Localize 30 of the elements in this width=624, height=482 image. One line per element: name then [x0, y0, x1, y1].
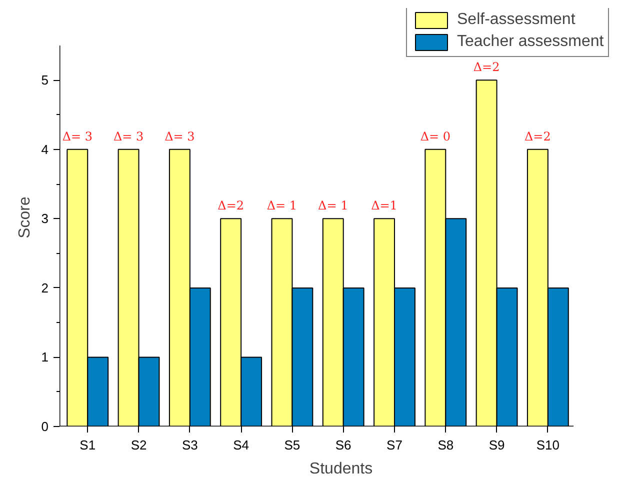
x-tick-label: S5: [284, 438, 300, 452]
annotation: Δ= 3: [62, 129, 92, 144]
y-tick-label: 1: [41, 350, 49, 365]
y-tick-label: 2: [41, 280, 49, 296]
annotation: Δ= 1: [266, 198, 298, 213]
annotation: Δ=2: [473, 60, 500, 74]
y-axis-title: Score: [16, 196, 34, 238]
annotation: Δ=2: [218, 198, 244, 213]
x-tick-label: S2: [130, 438, 147, 452]
x-tick-label: S7: [386, 438, 402, 452]
x-tick-label: S6: [335, 438, 352, 452]
x-tick-label: S9: [488, 438, 505, 452]
x-tick-label: S4: [233, 438, 250, 452]
annotation: Δ= 3: [164, 129, 195, 144]
x-tick-label: S3: [182, 438, 198, 452]
y-tick-label: 3: [41, 211, 49, 226]
annotation: Δ=1: [371, 198, 398, 213]
y-tick-label: 5: [41, 72, 49, 88]
legend-label: Teacher assessment: [457, 33, 604, 51]
x-tick-label: S8: [438, 438, 454, 452]
y-tick-label: 0: [41, 419, 49, 434]
x-tick-label: S10: [536, 438, 560, 452]
annotation: Δ= 3: [113, 129, 144, 144]
y-tick-label: 4: [41, 142, 49, 157]
annotation: Δ= 1: [318, 198, 348, 213]
legend-label: Self-assessment: [457, 11, 576, 29]
annotation: Δ= 0: [420, 129, 450, 144]
annotation: Δ=2: [524, 129, 551, 144]
x-tick-label: S1: [80, 438, 96, 452]
x-axis-title: Students: [309, 460, 373, 478]
